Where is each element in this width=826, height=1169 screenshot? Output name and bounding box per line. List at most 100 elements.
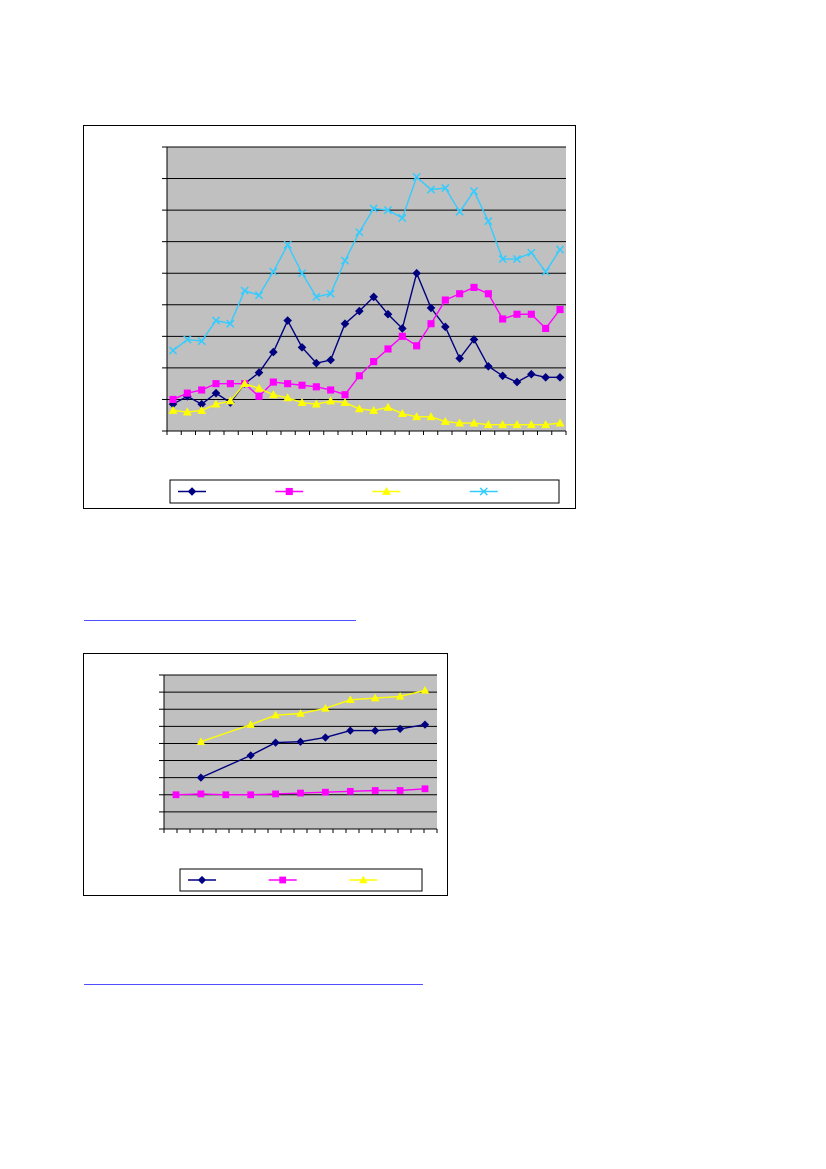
series-4-point: [426, 185, 436, 194]
series-2-point: [284, 380, 292, 388]
legend-marker-4: [479, 487, 488, 496]
series-4-point: [469, 187, 479, 196]
hyperlink-underline-2[interactable]: [84, 984, 423, 985]
series-1-point: [484, 362, 493, 371]
series-4-point: [441, 183, 450, 193]
series-2-line: [172, 286, 561, 401]
legend-marker-3: [382, 486, 391, 495]
series-2-point: [272, 790, 279, 798]
series-2-point: [371, 787, 379, 794]
series-1-point: [383, 309, 393, 319]
series-1-point: [498, 371, 507, 381]
series-1-point: [196, 773, 206, 782]
chart-2-svg: [159, 674, 438, 892]
series-3-point: [268, 390, 278, 399]
series-2-point: [222, 791, 230, 799]
legend-marker-2: [279, 876, 287, 884]
chart-1-svg: [162, 146, 567, 504]
series-4-point: [527, 248, 536, 257]
series-2-point: [470, 283, 478, 291]
series-1-point: [369, 292, 378, 302]
series-2-point: [197, 790, 205, 798]
series-3-point: [498, 420, 508, 429]
series-1-point: [398, 324, 407, 333]
series-1-point: [527, 369, 536, 379]
series-4-point: [555, 245, 565, 254]
series-4-point: [398, 213, 407, 223]
series-2-point: [513, 310, 521, 318]
series-3-point: [426, 412, 436, 421]
series-4-point: [269, 267, 278, 276]
series-1-point: [455, 354, 464, 363]
series-1-point: [541, 373, 550, 382]
series-4-point: [498, 254, 507, 264]
series-3-point: [455, 418, 465, 427]
series-3-point: [370, 693, 380, 702]
series-1-point: [246, 751, 255, 760]
series-3-point: [225, 396, 235, 405]
legend-marker-3: [359, 875, 368, 884]
series-2-point: [198, 386, 206, 394]
series-3-point: [526, 420, 536, 429]
series-2-point: [396, 787, 404, 794]
series-2-point: [384, 345, 392, 353]
series-1-point: [512, 377, 522, 387]
series-1-point: [312, 358, 321, 368]
series-2-point: [247, 791, 255, 799]
series-1-point: [412, 268, 421, 278]
series-3-point: [555, 418, 565, 427]
series-1-point: [441, 322, 450, 332]
series-2-point: [226, 380, 234, 388]
series-1-point: [355, 306, 364, 316]
series-4-point: [254, 291, 264, 300]
series-2-point: [172, 791, 180, 799]
series-2-point: [298, 381, 306, 389]
series-3-point: [369, 405, 379, 414]
series-2-point: [322, 788, 329, 796]
series-1-point: [420, 720, 430, 729]
series-1-point: [426, 303, 436, 313]
series-4-point: [226, 319, 235, 328]
series-3-point: [311, 399, 321, 408]
series-3-point: [469, 418, 479, 427]
series-2-point: [346, 787, 354, 795]
series-3-point: [297, 397, 307, 406]
series-3-line: [172, 382, 561, 426]
series-3-point: [168, 405, 178, 414]
series-4-line: [172, 175, 561, 352]
series-3-point: [483, 420, 493, 429]
series-3-point: [340, 397, 350, 406]
series-2-point: [413, 342, 421, 350]
series-3-point: [440, 416, 450, 425]
series-3-point: [254, 383, 264, 392]
series-2-point: [441, 296, 449, 304]
series-1-point: [271, 738, 280, 747]
series-4-point: [484, 217, 493, 226]
chart1-svg-plot-area: [167, 147, 566, 431]
series-1-point: [346, 726, 355, 735]
series-4-point: [326, 289, 335, 298]
series-3-point: [296, 709, 305, 717]
chart2-svg-legend: [179, 868, 423, 892]
series-4-point: [197, 336, 206, 346]
series-4-point: [168, 346, 178, 355]
chart2-svg-plot-area: [164, 675, 437, 829]
series-4-point: [283, 240, 292, 249]
series-2-point: [312, 383, 320, 391]
series-3-point: [196, 737, 206, 745]
legend-marker-1: [197, 875, 207, 885]
series-4-point: [312, 292, 321, 302]
series-2-point: [427, 320, 435, 328]
series-2-point: [269, 378, 277, 386]
series-3-point: [397, 409, 407, 418]
series-1-point: [296, 737, 305, 746]
series-1-point: [254, 368, 264, 377]
series-1-point: [555, 373, 565, 382]
series-1-point: [297, 343, 307, 352]
series-3-point: [211, 399, 221, 408]
series-2-point: [370, 358, 378, 366]
series-1-point: [321, 733, 330, 742]
series-4-point: [297, 269, 307, 278]
series-1-point: [326, 355, 335, 365]
hyperlink-underline-1[interactable]: [84, 620, 356, 621]
